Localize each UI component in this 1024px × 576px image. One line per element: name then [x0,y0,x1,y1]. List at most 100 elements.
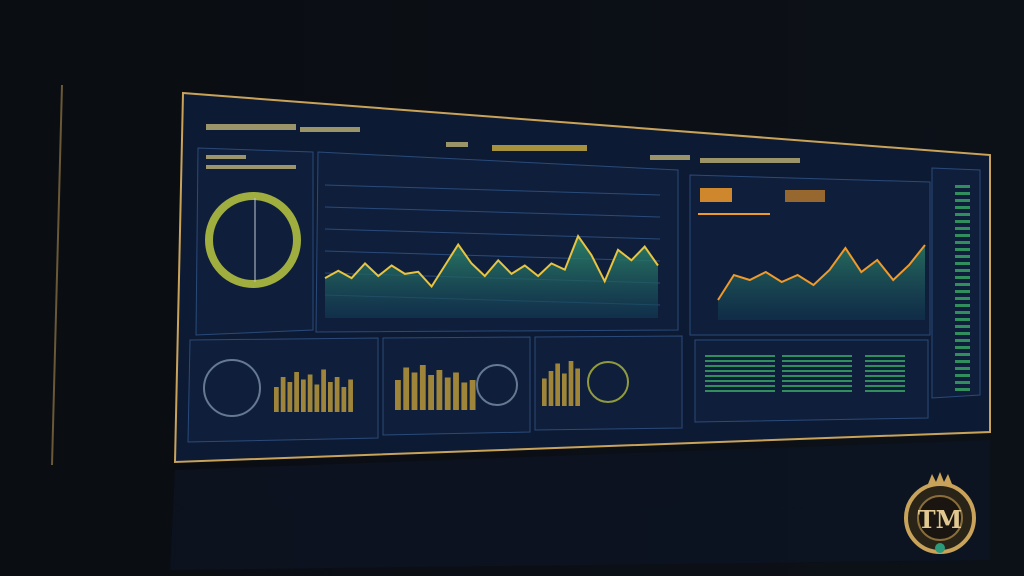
list-item [955,213,970,216]
list-item [955,311,970,314]
table-row [705,355,775,357]
list-item [955,360,970,363]
header-labels [206,124,800,169]
table-row [865,390,905,392]
main-chart-line [324,234,659,289]
table-row [865,355,905,357]
bar [301,379,306,412]
table-row [782,355,852,357]
gauge-ring [205,192,301,288]
kpi-label [785,190,825,202]
list-item [955,234,970,237]
table-row [705,365,775,367]
list-item [955,325,970,328]
bar [334,377,340,412]
table-row [865,385,905,387]
table-row [782,365,852,367]
list-item [955,185,970,188]
list-item [955,276,970,279]
list-item [955,290,970,293]
table-row [782,385,852,387]
table-row [782,390,852,392]
list-item [955,353,970,356]
bar [395,380,401,410]
bar [280,377,286,412]
gem-icon [935,543,945,553]
list-item [955,388,970,391]
table-row [782,380,852,382]
kpi-value [700,188,732,202]
bar [341,387,347,412]
list-item [955,283,970,286]
list-item [955,374,970,377]
bar [274,387,279,412]
list-item [955,269,970,272]
list-item [955,339,970,342]
bottom-gauge-1 [203,359,261,417]
bar [469,380,476,410]
list-item [955,262,970,265]
table-row [705,385,775,387]
table-row [705,370,775,372]
bar [294,372,299,412]
bar [548,371,554,406]
bottom-bar-charts [274,361,580,412]
list-item [955,318,970,321]
table-row [865,365,905,367]
list-item [955,367,970,370]
table-row [865,360,905,362]
bar [568,361,574,406]
list-item [955,304,970,307]
table-row [865,375,905,377]
table-row [705,360,775,362]
list-item [955,248,970,251]
list-item [955,227,970,230]
bar [428,375,435,410]
crown-icon [928,472,952,484]
main-chart-area [325,236,658,318]
bar [461,382,468,410]
list-item [955,199,970,202]
bar [307,374,313,412]
bar [444,377,451,410]
table-row [782,360,852,362]
table-row [782,370,852,372]
bar [328,382,333,412]
grid-line [324,228,661,240]
bar [314,384,320,412]
grid-line [324,206,661,218]
list-item [955,220,970,223]
table-row [865,370,905,372]
bar [453,372,459,410]
bar [403,367,410,410]
right-chart-line [717,244,926,301]
list-item [955,241,970,244]
data-table [705,185,970,392]
list-item [955,255,970,258]
bar [348,379,353,412]
bar [411,372,418,410]
bar [287,382,293,412]
grid-line [324,250,661,262]
left-light-strip [51,84,63,466]
bar [419,365,426,410]
bar [555,363,560,406]
list-item [955,332,970,335]
bar [542,378,547,406]
logo-emblem: TM [904,472,976,554]
table-row [782,375,852,377]
logo-text: TM [918,505,962,534]
screen-reflection [170,440,990,570]
bar [575,368,580,406]
table-row [865,380,905,382]
bottom-panel-3 [534,335,683,431]
bar [321,369,326,412]
bar [436,370,443,410]
table-row [705,390,775,392]
list-item [955,192,970,195]
table-row [705,380,775,382]
table-row [705,375,775,377]
grid-line [324,184,661,196]
bar [562,373,567,406]
